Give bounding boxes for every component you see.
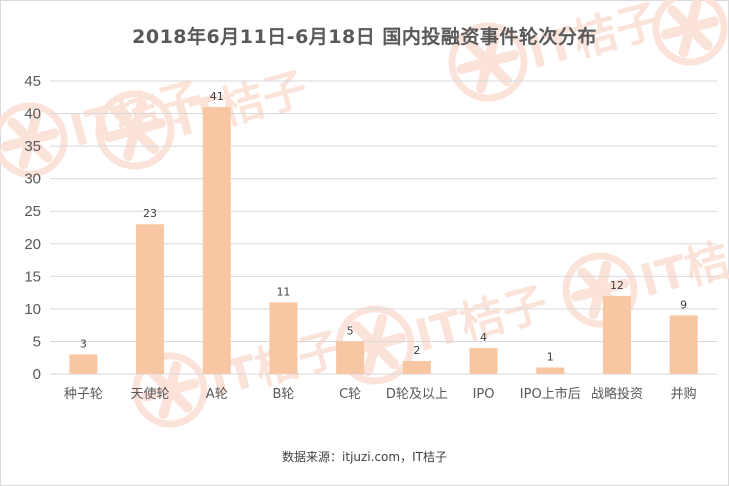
x-tick-label: IPO上市后 [520,386,581,402]
y-tick-label: 40 [24,106,41,123]
y-tick-label: 25 [24,203,41,220]
data-label: 3 [80,337,87,350]
watermark-logo: IT桔子 [652,0,729,66]
data-label: 11 [276,285,290,298]
x-tick-label: 并购 [671,386,697,402]
bar [269,302,298,374]
chart-title: 2018年6月11日-6月18日 国内投融资事件轮次分布 [132,26,597,48]
bar [402,360,431,374]
bar [602,295,631,374]
y-tick-label: 20 [24,236,41,253]
x-tick-label: C轮 [339,387,361,402]
x-tick-label: 种子轮 [64,387,103,402]
y-tick-label: 10 [24,301,41,318]
data-label: 2 [413,344,420,357]
data-label: 41 [210,90,224,103]
data-label: 4 [480,331,487,344]
x-tick-label: 战略投资 [591,386,643,402]
data-label: 1 [547,350,554,363]
y-tick-label: 15 [24,268,41,285]
bar [536,367,565,374]
y-tick-label: 0 [33,366,41,383]
data-label: 12 [610,279,624,292]
x-tick-label: D轮及以上 [386,387,448,402]
bar [669,315,698,374]
bar [336,341,365,374]
x-tick-label: IPO [473,387,495,402]
data-label: 23 [143,207,157,220]
y-tick-label: 30 [24,171,41,188]
x-tick-label: B轮 [272,387,294,402]
data-label: 5 [347,324,354,337]
x-tick-label: 天使轮 [131,386,170,402]
bar [202,107,231,375]
x-tick-label: A轮 [206,387,228,402]
y-tick-label: 5 [33,333,41,350]
bar [136,224,165,374]
bar [69,354,98,374]
y-tick-label: 35 [24,138,41,155]
source-note: 数据来源：itjuzi.com，IT桔子 [282,450,447,464]
bar [469,347,498,374]
data-label: 9 [680,298,687,311]
y-tick-label: 45 [24,73,41,90]
